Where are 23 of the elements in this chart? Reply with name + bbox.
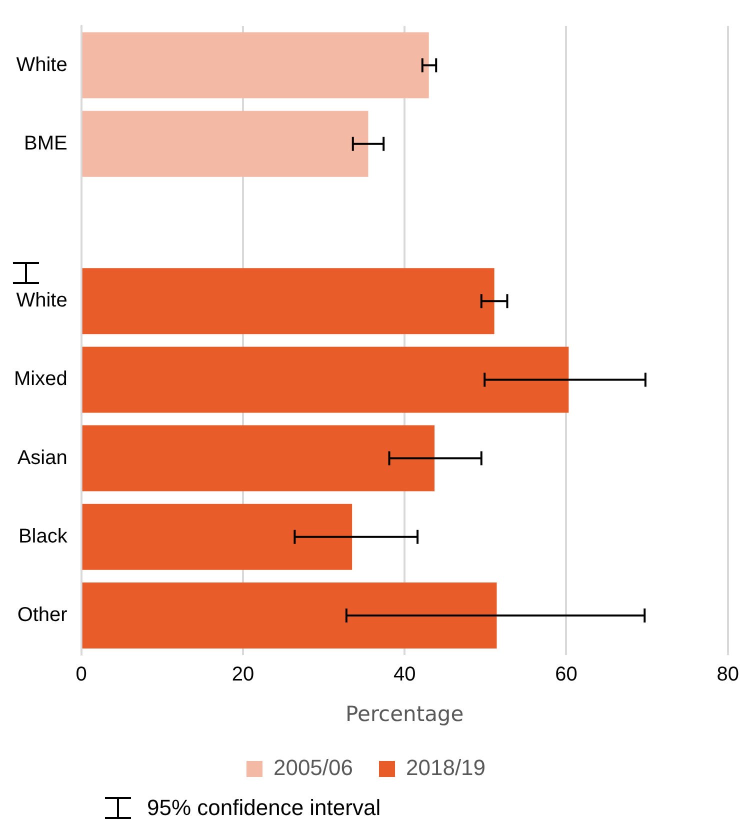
bar	[82, 425, 435, 492]
y-tick-label: Black	[18, 525, 68, 548]
bar	[82, 268, 494, 334]
y-tick-label: Asian	[17, 446, 68, 469]
legend-label: 2005/06	[273, 755, 354, 780]
y-tick-label: Other	[17, 604, 68, 626]
bar	[82, 32, 429, 98]
x-tick-label: 0	[76, 663, 87, 686]
bar	[82, 504, 352, 570]
x-tick-label: 20	[232, 663, 254, 686]
y-tick-label: White	[16, 54, 68, 76]
x-tick-label: 60	[555, 663, 578, 686]
y-tick-label: BME	[24, 132, 68, 154]
bar	[82, 582, 497, 649]
bar	[82, 346, 569, 413]
y-tick-label: White	[16, 290, 68, 312]
text: 95% confidence interval	[147, 795, 381, 821]
y-tick-label: Mixed	[14, 368, 68, 390]
x-tick-label: 40	[393, 663, 416, 686]
legend-label: 2018/19	[406, 755, 486, 780]
x-axis-title: Percentage	[346, 702, 464, 726]
bar	[82, 110, 368, 177]
x-tick-label: 80	[716, 663, 739, 686]
